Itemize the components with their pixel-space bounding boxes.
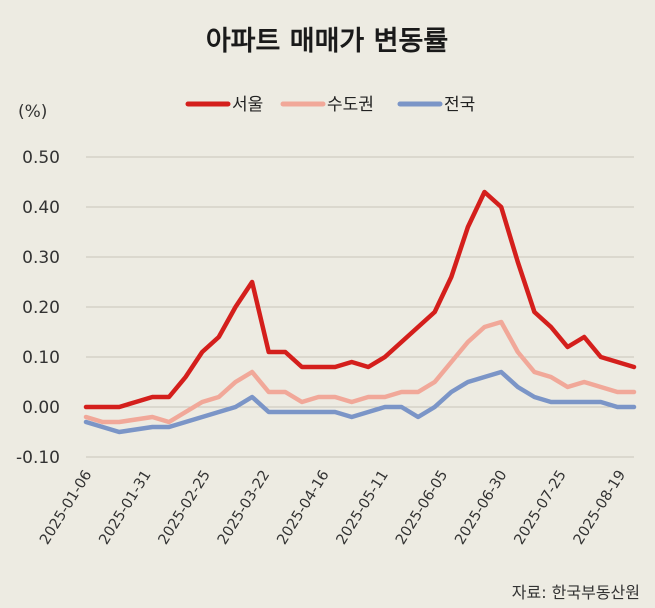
x-tick-label: 2025-06-30	[452, 468, 510, 548]
x-tick-label: 2025-01-31	[96, 468, 154, 548]
x-tick-label: 2025-03-22	[215, 468, 273, 548]
legend: 서울 수도권 전국	[185, 95, 475, 115]
y-tick-label: 0.20	[22, 298, 60, 318]
y-tick-label: 0.50	[22, 148, 60, 168]
source-note: 자료: 한국부동산원	[512, 583, 640, 602]
x-axis-ticks: 2025-01-06 2025-01-31 2025-02-25 2025-03-22…	[37, 468, 629, 548]
x-tick-label: 2025-06-05	[393, 468, 451, 548]
gridlines	[86, 156, 634, 458]
y-tick-label: 0.00	[22, 398, 60, 418]
x-tick-label: 2025-07-25	[512, 468, 570, 548]
y-axis-ticks: 0.50 0.40 0.30 0.20 0.10 0.00 -0.10	[16, 148, 60, 468]
x-tick-label: 2025-04-16	[274, 468, 332, 548]
series-lines	[83, 189, 637, 435]
series-line-서울	[83, 189, 637, 410]
chart-title: 아파트 매매가 변동률	[206, 26, 448, 57]
y-tick-label: 0.40	[22, 198, 60, 218]
legend-label: 수도권	[327, 95, 374, 115]
x-tick-label: 2025-01-06	[37, 468, 95, 548]
x-tick-label: 2025-02-25	[156, 468, 214, 548]
y-axis-unit: (%)	[18, 102, 47, 122]
y-tick-label: 0.10	[22, 348, 60, 368]
x-tick-label: 2025-05-11	[334, 468, 392, 548]
series-line-전국	[83, 369, 637, 435]
y-tick-label: -0.10	[16, 448, 60, 468]
legend-label: 전국	[444, 95, 475, 115]
y-tick-label: 0.30	[22, 248, 60, 268]
series-line-수도권	[83, 319, 637, 425]
x-tick-label: 2025-08-19	[571, 468, 629, 548]
legend-label: 서울	[232, 95, 263, 115]
